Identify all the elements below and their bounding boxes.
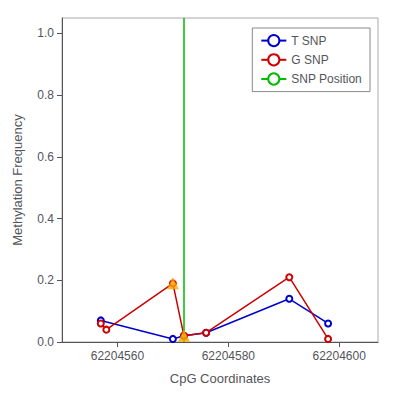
svg-text:62204600: 62204600 xyxy=(312,349,366,363)
svg-text:0.2: 0.2 xyxy=(37,273,54,287)
svg-text:T SNP: T SNP xyxy=(291,34,326,48)
svg-text:1.0: 1.0 xyxy=(37,26,54,40)
svg-text:62204560: 62204560 xyxy=(91,349,145,363)
svg-text:0.6: 0.6 xyxy=(37,150,54,164)
svg-text:CpG Coordinates: CpG Coordinates xyxy=(170,371,271,386)
svg-text:62204580: 62204580 xyxy=(202,349,256,363)
svg-text:G SNP: G SNP xyxy=(291,53,328,67)
svg-text:SNP Position: SNP Position xyxy=(291,72,361,86)
svg-text:Methylation Frequency: Methylation Frequency xyxy=(10,114,25,246)
svg-text:0.8: 0.8 xyxy=(37,88,54,102)
svg-text:0.0: 0.0 xyxy=(37,335,54,349)
svg-text:0.4: 0.4 xyxy=(37,212,54,226)
